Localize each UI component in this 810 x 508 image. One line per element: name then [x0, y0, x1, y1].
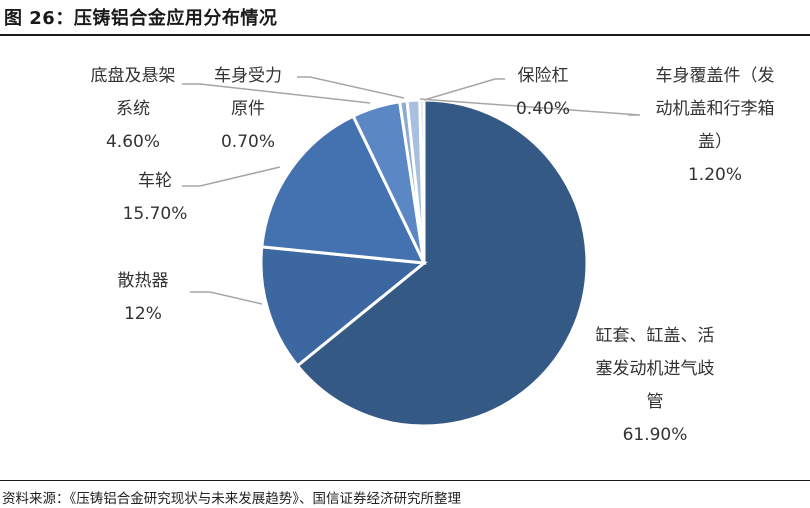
- source-note: 资料来源：《压铸铝合金研究现状与未来发展趋势》、国信证券经济研究所整理: [2, 491, 461, 507]
- slice-category-label: 盖）: [698, 132, 732, 152]
- pie-slice: [260, 114, 427, 265]
- slice-value-label: 1.20%: [688, 165, 742, 185]
- slice-value-label: 12%: [124, 304, 162, 324]
- leader-line: [182, 166, 281, 187]
- title-rule: [0, 34, 810, 36]
- leader-line: [419, 98, 641, 116]
- pie-slice: [259, 245, 428, 368]
- leader-line: [297, 76, 405, 99]
- slice-category-label: 底盘及悬架: [91, 66, 176, 86]
- slice-category-label: 缸套、缸盖、活: [596, 325, 715, 346]
- slice-value-label: 61.90%: [623, 425, 688, 445]
- pie-slice: [295, 98, 589, 428]
- slice-value-label: 15.70%: [123, 204, 188, 224]
- pie-slices: [259, 98, 589, 428]
- slice-category-label: 动机盖和行李箱: [656, 99, 775, 119]
- slice-category-label: 保险杠: [518, 66, 569, 86]
- slice-category-label: 车身覆盖件（发: [656, 66, 775, 86]
- slice-category-label: 车身受力: [214, 66, 282, 86]
- figure-title: 图 26：压铸铝合金应用分布情况: [4, 8, 278, 29]
- slice-category-label: 系统: [116, 99, 150, 119]
- slice-value-label: 0.40%: [516, 99, 570, 119]
- leader-line: [182, 83, 371, 104]
- leader-lines: [182, 76, 641, 305]
- slice-category-label: 散热器: [118, 271, 169, 291]
- source-rule: [0, 480, 810, 481]
- leader-line: [423, 78, 505, 101]
- slice-value-label: 4.60%: [106, 132, 160, 152]
- slice-category-label: 塞发动机进气歧: [596, 359, 715, 379]
- slice-category-label: 管: [647, 392, 664, 412]
- leader-line: [190, 291, 263, 305]
- slice-value-label: 0.70%: [221, 132, 275, 152]
- slice-category-label: 原件: [231, 99, 265, 119]
- slice-category-label: 车轮: [138, 171, 172, 191]
